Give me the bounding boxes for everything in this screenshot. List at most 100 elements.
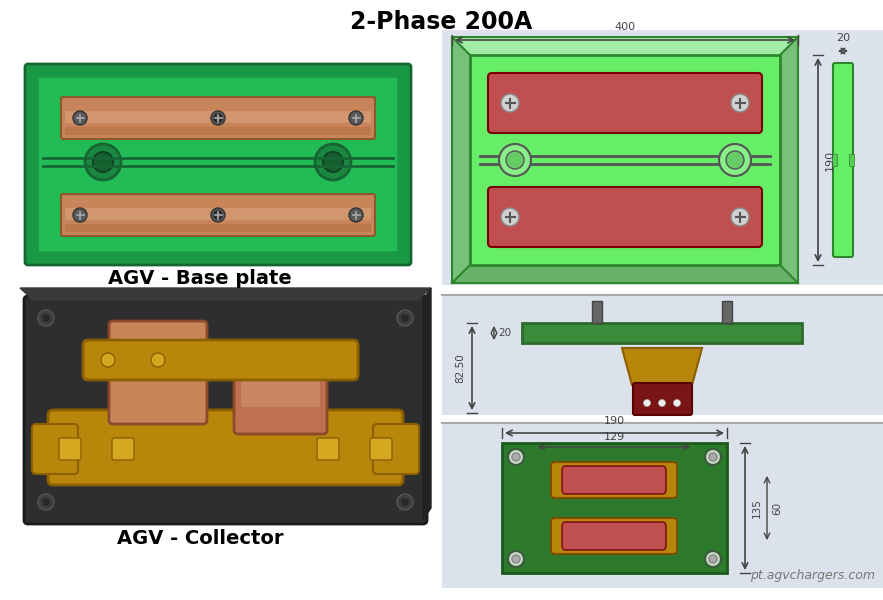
Circle shape (719, 144, 751, 176)
FancyBboxPatch shape (373, 424, 419, 474)
FancyBboxPatch shape (317, 438, 339, 460)
Circle shape (38, 494, 54, 510)
Bar (470, 55, 780, 265)
FancyBboxPatch shape (38, 77, 398, 252)
Circle shape (705, 449, 721, 465)
FancyBboxPatch shape (61, 194, 375, 236)
FancyBboxPatch shape (61, 97, 375, 139)
FancyBboxPatch shape (633, 383, 692, 415)
Polygon shape (452, 37, 798, 55)
FancyBboxPatch shape (488, 73, 762, 133)
FancyBboxPatch shape (488, 187, 762, 247)
Bar (722, 301, 732, 323)
Circle shape (73, 208, 87, 222)
FancyBboxPatch shape (551, 518, 677, 554)
Circle shape (315, 144, 351, 180)
Circle shape (349, 208, 363, 222)
Polygon shape (452, 37, 470, 283)
Circle shape (42, 314, 50, 322)
Circle shape (38, 310, 54, 326)
Circle shape (211, 111, 225, 125)
Text: 60: 60 (772, 502, 782, 515)
FancyBboxPatch shape (112, 438, 134, 460)
Polygon shape (452, 265, 798, 283)
Bar (832, 154, 837, 166)
Bar (592, 301, 602, 323)
Circle shape (42, 498, 50, 506)
Circle shape (674, 400, 681, 407)
Text: 82.50: 82.50 (455, 353, 465, 383)
FancyBboxPatch shape (116, 338, 200, 377)
FancyBboxPatch shape (59, 438, 81, 460)
FancyBboxPatch shape (32, 424, 78, 474)
Circle shape (501, 208, 519, 226)
Circle shape (731, 94, 749, 112)
Bar (65, 208, 371, 220)
Bar (23, 62, 413, 267)
FancyBboxPatch shape (241, 375, 320, 407)
Text: 400: 400 (615, 22, 636, 32)
Circle shape (401, 314, 409, 322)
FancyBboxPatch shape (370, 438, 392, 460)
Text: 190: 190 (825, 149, 835, 170)
FancyBboxPatch shape (83, 340, 358, 380)
Circle shape (705, 551, 721, 567)
Text: AGV - Collector: AGV - Collector (117, 529, 283, 547)
Circle shape (85, 144, 121, 180)
Circle shape (214, 211, 222, 219)
Bar (522, 323, 802, 343)
Polygon shape (780, 37, 798, 283)
Circle shape (659, 400, 666, 407)
Polygon shape (622, 348, 702, 385)
Circle shape (512, 555, 520, 563)
Circle shape (323, 152, 343, 172)
Circle shape (73, 111, 87, 125)
Circle shape (151, 353, 165, 367)
Circle shape (512, 453, 520, 461)
Circle shape (506, 151, 524, 169)
Text: AGV - Base plate: AGV - Base plate (108, 269, 292, 287)
Circle shape (508, 449, 524, 465)
Circle shape (401, 498, 409, 506)
Circle shape (644, 400, 651, 407)
Bar (502, 443, 727, 573)
Circle shape (93, 152, 113, 172)
Bar (23, 295, 428, 525)
Circle shape (397, 494, 413, 510)
FancyBboxPatch shape (562, 522, 666, 550)
Text: 135: 135 (752, 498, 762, 518)
Polygon shape (423, 288, 431, 520)
Bar (442, 295, 883, 415)
Bar (442, 30, 883, 285)
Text: 20: 20 (836, 33, 850, 43)
Text: 2-Phase 200A: 2-Phase 200A (350, 10, 532, 34)
FancyBboxPatch shape (551, 462, 677, 498)
FancyBboxPatch shape (24, 296, 427, 524)
Bar (849, 154, 854, 166)
Circle shape (731, 208, 749, 226)
Circle shape (709, 453, 717, 461)
Circle shape (211, 208, 225, 222)
Polygon shape (622, 348, 702, 385)
Text: pt.agvchargers.com: pt.agvchargers.com (750, 569, 875, 582)
Bar (65, 224, 371, 232)
Circle shape (397, 310, 413, 326)
FancyBboxPatch shape (234, 346, 327, 434)
Text: 190: 190 (604, 416, 625, 426)
Circle shape (101, 353, 115, 367)
Circle shape (349, 111, 363, 125)
FancyBboxPatch shape (562, 466, 666, 494)
FancyBboxPatch shape (48, 410, 403, 485)
Circle shape (214, 114, 222, 122)
FancyBboxPatch shape (833, 63, 853, 257)
FancyBboxPatch shape (25, 64, 411, 265)
Circle shape (499, 144, 531, 176)
Text: 20: 20 (498, 328, 511, 338)
Bar (442, 423, 883, 588)
Bar (65, 111, 371, 123)
Bar (65, 127, 371, 135)
Circle shape (709, 555, 717, 563)
FancyBboxPatch shape (109, 321, 207, 424)
Circle shape (501, 94, 519, 112)
Circle shape (726, 151, 744, 169)
